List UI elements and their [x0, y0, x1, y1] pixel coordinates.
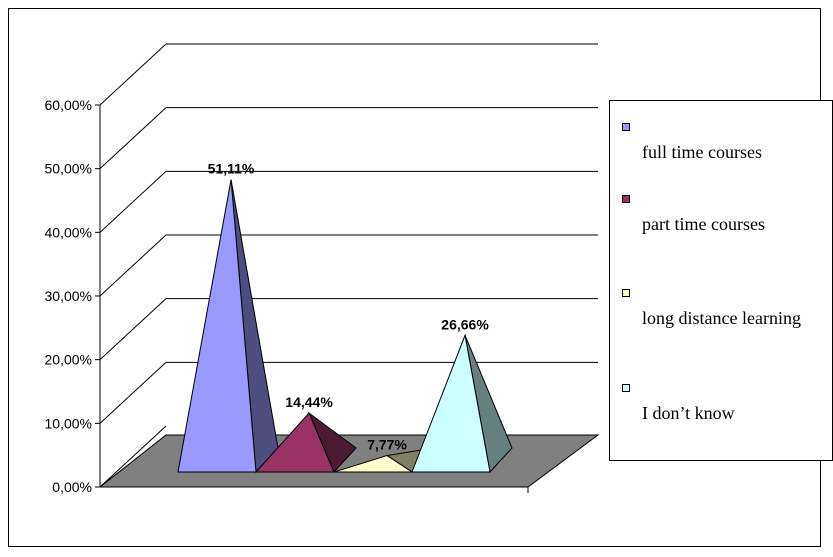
legend-label: full time courses: [642, 142, 762, 162]
y-tick-label: 20,00%: [45, 352, 92, 368]
data-label-part-time-courses: 14,44%: [285, 394, 333, 410]
side-wall-gridline: [99, 298, 167, 361]
legend: full time courses part time courses long d…: [609, 100, 833, 461]
pyramid-front-long-distance-learning: [333, 454, 414, 473]
pyramid-front-i-don-t-know: [411, 333, 491, 473]
chart-bars: [177, 179, 513, 474]
y-tick-label: 30,00%: [45, 288, 92, 304]
y-tick-label: 40,00%: [45, 224, 92, 240]
legend-label: long distance learning: [642, 308, 801, 328]
y-tick-label: 0,00%: [52, 479, 92, 495]
legend-swatch: [622, 195, 630, 203]
y-tick-label: 60,00%: [45, 97, 92, 113]
side-wall-gridline: [99, 361, 167, 424]
pyramid-front-full-time-courses: [177, 179, 257, 473]
pyramid-front-part-time-courses: [254, 412, 335, 473]
legend-swatch: [622, 289, 630, 297]
y-tick-label: 50,00%: [45, 161, 92, 177]
y-axis-ticks: 0,00% 10,00% 20,00% 30,00% 40,00% 50,00% 60,00…: [45, 97, 100, 495]
side-wall-gridline: [99, 43, 167, 106]
legend-label: part time courses: [642, 214, 765, 234]
side-wall-gridline: [99, 234, 167, 297]
data-labels: 51,11% 14,44% 7,77% 26,66%: [208, 161, 490, 453]
legend-label: I don’t know: [642, 403, 735, 423]
legend-swatch: [622, 123, 630, 131]
side-wall-gridline: [99, 170, 167, 233]
chart-walls: [99, 43, 598, 488]
side-wall-gridline: [99, 425, 167, 488]
data-label-full-time-courses: 51,11%: [208, 161, 255, 177]
legend-swatch: [622, 384, 630, 392]
side-wall-gridline: [99, 107, 167, 170]
data-label-i-don-t-know: 26,66%: [441, 316, 489, 332]
data-label-long-distance-learning: 7,77%: [367, 437, 407, 453]
y-tick-label: 10,00%: [45, 415, 92, 431]
